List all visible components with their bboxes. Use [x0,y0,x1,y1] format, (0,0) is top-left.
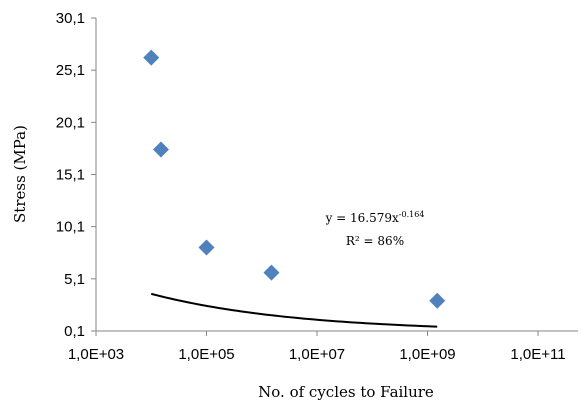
trendline-equation: y = 16.579x-0.164 [325,210,425,225]
data-point-marker [152,141,169,158]
data-point-marker [143,49,160,66]
x-axis-title: No. of cycles to Failure [258,383,434,401]
r-squared-label: R² = 86% [346,234,404,248]
y-tick-label: 10,1 [56,219,85,236]
x-tick-label: 1,0E+11 [510,346,565,363]
y-tick-label: 25,1 [56,62,85,79]
data-point-marker [263,264,280,281]
data-point-marker [429,292,446,309]
y-tick-label: 0,1 [64,323,85,340]
y-tick-label: 15,1 [56,167,85,184]
trendline [151,292,438,328]
x-tick-label: 1,0E+09 [399,346,455,363]
data-point-marker [198,239,215,256]
y-axis-ticks: 0,1 5,1 10,1 15,1 20,1 25,1 30,1 [56,10,96,340]
x-tick-label: 1,0E+07 [289,346,345,363]
y-tick-label: 5,1 [64,271,85,288]
trendline-group [151,292,438,328]
x-tick-label: 1,0E+03 [68,346,124,363]
axes-group [95,18,578,332]
x-tick-label: 1,0E+05 [178,346,234,363]
y-axis-title: Stress (MPa) [11,125,29,223]
y-tick-label: 20,1 [56,114,85,131]
x-axis-ticks: 1,0E+03 1,0E+05 1,0E+07 1,0E+09 1,0E+11 [68,331,566,363]
data-points [143,49,446,309]
y-tick-label: 30,1 [56,10,85,27]
